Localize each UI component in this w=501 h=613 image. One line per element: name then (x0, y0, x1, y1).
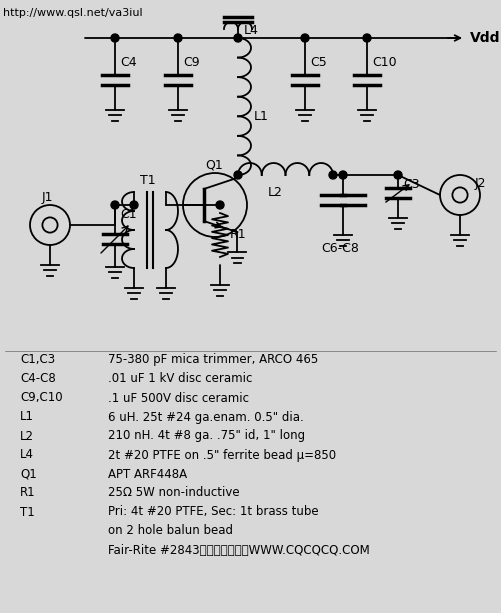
Text: C5: C5 (310, 56, 327, 69)
Text: Q1: Q1 (20, 468, 37, 481)
Text: .1 uF 500V disc ceramic: .1 uF 500V disc ceramic (108, 392, 249, 405)
Circle shape (339, 171, 347, 179)
Text: 2t #20 PTFE on .5" ferrite bead μ=850: 2t #20 PTFE on .5" ferrite bead μ=850 (108, 449, 336, 462)
Text: C10: C10 (372, 56, 397, 69)
Text: C1,C3: C1,C3 (20, 354, 55, 367)
Text: C3: C3 (403, 178, 420, 191)
Text: L4: L4 (244, 23, 259, 37)
Circle shape (234, 34, 242, 42)
Circle shape (111, 201, 119, 209)
Text: T1: T1 (20, 506, 35, 519)
Text: J1: J1 (42, 191, 54, 204)
Text: L4: L4 (20, 449, 34, 462)
Text: C9,C10: C9,C10 (20, 392, 63, 405)
Circle shape (234, 171, 242, 179)
Circle shape (329, 171, 337, 179)
Text: C9: C9 (183, 56, 199, 69)
Text: APT ARF448A: APT ARF448A (108, 468, 187, 481)
Text: C4: C4 (120, 56, 137, 69)
Circle shape (111, 34, 119, 42)
Text: C6-C8: C6-C8 (321, 242, 359, 254)
Circle shape (394, 171, 402, 179)
Text: 25Ω 5W non-inductive: 25Ω 5W non-inductive (108, 487, 239, 500)
Text: Q1: Q1 (205, 159, 223, 172)
Circle shape (130, 201, 138, 209)
Text: L2: L2 (20, 430, 34, 443)
Text: .01 uF 1 kV disc ceramic: .01 uF 1 kV disc ceramic (108, 373, 253, 386)
Circle shape (216, 201, 224, 209)
Text: 6 uH. 25t #24 ga.enam. 0.5" dia.: 6 uH. 25t #24 ga.enam. 0.5" dia. (108, 411, 304, 424)
Text: C1: C1 (120, 208, 137, 221)
Text: 75-380 pF mica trimmer, ARCO 465: 75-380 pF mica trimmer, ARCO 465 (108, 354, 318, 367)
Text: R1: R1 (20, 487, 36, 500)
Text: 210 nH. 4t #8 ga. .75" id, 1" long: 210 nH. 4t #8 ga. .75" id, 1" long (108, 430, 305, 443)
Text: Vdd: Vdd (470, 31, 500, 45)
Text: Pri: 4t #20 PTFE, Sec: 1t brass tube: Pri: 4t #20 PTFE, Sec: 1t brass tube (108, 506, 319, 519)
Text: Fair-Rite #2843中国业丸无线电WWW.CQCQCQ.COM: Fair-Rite #2843中国业丸无线电WWW.CQCQCQ.COM (108, 544, 370, 557)
Text: T1: T1 (140, 173, 156, 186)
Text: C4-C8: C4-C8 (20, 373, 56, 386)
Circle shape (301, 34, 309, 42)
Circle shape (363, 34, 371, 42)
Text: R1: R1 (230, 229, 246, 242)
Text: L1: L1 (20, 411, 34, 424)
Text: L1: L1 (254, 110, 269, 123)
Text: http://www.qsl.net/va3iul: http://www.qsl.net/va3iul (3, 8, 143, 18)
Text: J2: J2 (475, 177, 486, 189)
Text: L2: L2 (268, 186, 283, 199)
Text: on 2 hole balun bead: on 2 hole balun bead (108, 525, 233, 538)
Circle shape (174, 34, 182, 42)
